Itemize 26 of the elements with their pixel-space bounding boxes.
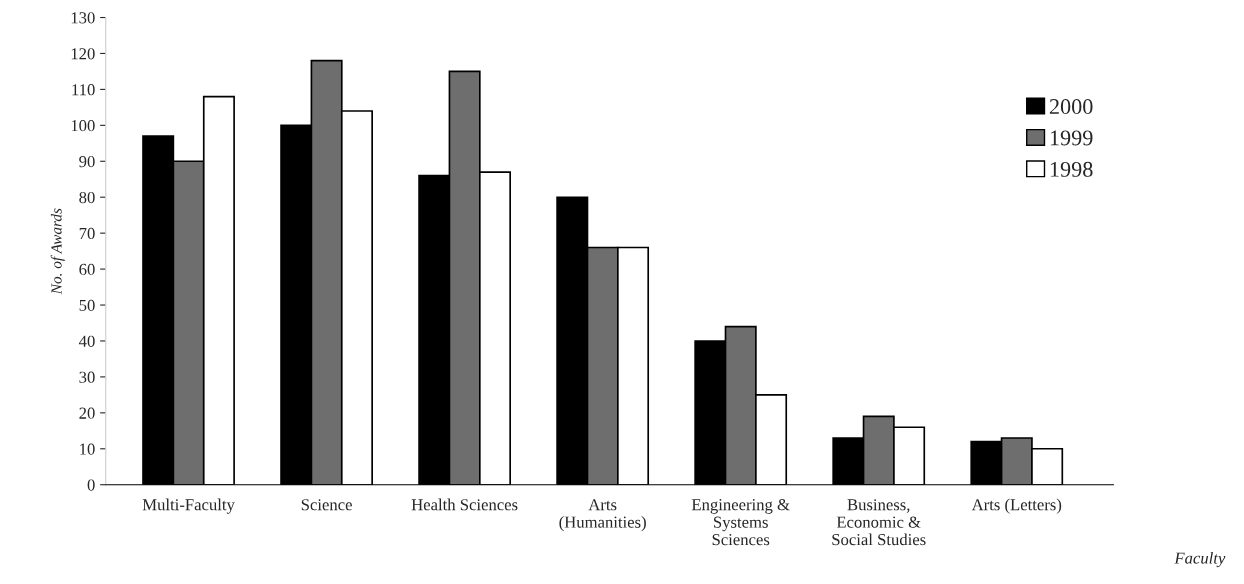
legend-label: 1998 [1050,161,1093,177]
y-tick-label: 130 [71,12,95,24]
y-tick-label: 40 [78,335,95,347]
x-tick-label: Arts (Letters) [971,498,1062,514]
x-tick-label: Health Sciences [411,498,518,511]
y-tick-label: 10 [80,443,95,455]
x-axis-title: Faculty [1174,551,1226,568]
x-tick-label: Engineering & Systems Sciences [691,499,790,546]
legend-label: 1999 [1050,130,1093,146]
y-tick-label: 80 [79,191,95,204]
y-tick-label: 100 [71,120,95,132]
y-tick-label: 60 [79,263,95,276]
y-axis-title: No. of Awards [50,208,65,295]
y-tick-label: 30 [79,371,95,383]
x-tick-label: Arts (Humanities) [559,499,646,532]
y-tick-label: 0 [87,479,95,491]
legend-label: 2000 [1049,99,1093,115]
x-tick-label: Multi-Faculty [142,498,235,514]
y-tick-label: 110 [72,84,95,96]
y-tick-label: 70 [79,227,95,240]
y-tick-label: 90 [79,155,95,168]
y-tick-label: 50 [79,299,95,311]
x-tick-label: Science [301,499,352,511]
y-tick-label: 120 [71,48,95,60]
y-tick-label: 20 [79,407,95,419]
x-tick-label: Business, Economic & Social Studies [832,499,926,546]
